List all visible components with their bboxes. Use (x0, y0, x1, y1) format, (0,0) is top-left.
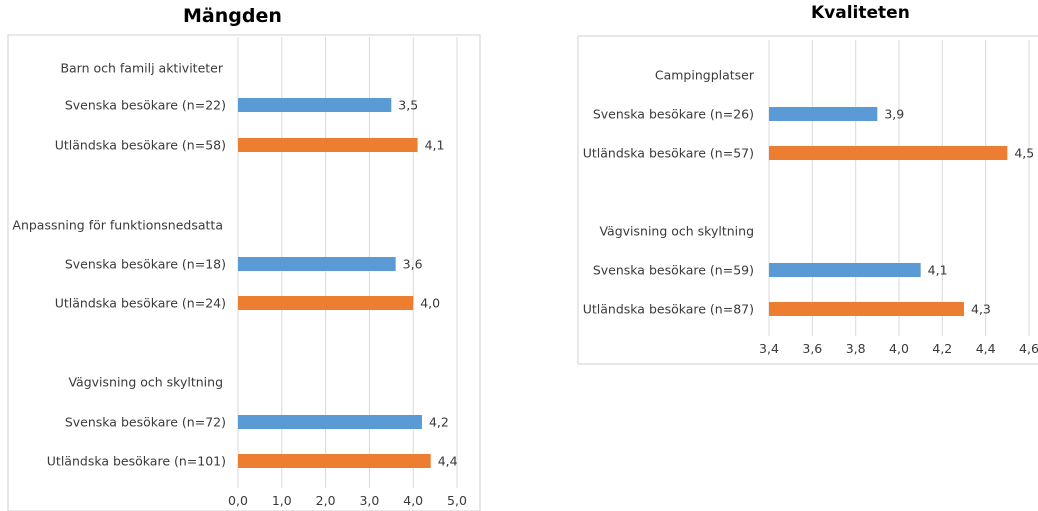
bar-label: Utländska besökare (n=87) (583, 302, 754, 317)
bar (238, 138, 418, 152)
bar (238, 296, 414, 310)
value-label: 4,4 (438, 454, 458, 469)
chart-title-mangden: Mängden (183, 5, 282, 27)
x-tick-label: 3,0 (359, 493, 379, 508)
category-label: Vägvisning och skyltning (599, 224, 754, 239)
value-label: 4,2 (429, 415, 449, 430)
bar (769, 107, 878, 121)
value-label: 4,1 (425, 138, 445, 153)
bar-label: Svenska besökare (n=22) (65, 98, 226, 113)
bar-label: Svenska besökare (n=59) (593, 263, 754, 278)
x-tick-label: 4,2 (932, 341, 952, 356)
category-label: Vägvisning och skyltning (68, 375, 223, 390)
x-tick-label: 3,8 (846, 341, 866, 356)
bar-label: Utländska besökare (n=58) (55, 138, 226, 153)
bar-label: Svenska besökare (n=72) (65, 415, 226, 430)
chart-frame (7, 34, 481, 511)
bar-label: Svenska besökare (n=18) (65, 257, 226, 272)
value-label: 4,0 (420, 296, 440, 311)
bar (238, 454, 431, 468)
value-label: 3,9 (884, 107, 904, 122)
x-tick-label: 5,0 (447, 493, 467, 508)
bar-label: Utländska besökare (n=57) (583, 146, 754, 161)
bar-label: Svenska besökare (n=26) (593, 107, 754, 122)
bar (238, 98, 392, 112)
x-tick-label: 4,0 (403, 493, 423, 508)
category-label: Anpassning för funktionsnedsatta (12, 218, 223, 233)
x-tick-label: 4,4 (976, 341, 996, 356)
value-label: 3,5 (398, 98, 418, 113)
x-tick-label: 3,4 (759, 341, 779, 356)
value-label: 3,6 (403, 257, 423, 272)
x-tick-label: 0,0 (228, 493, 248, 508)
value-label: 4,5 (1014, 146, 1034, 161)
bar (769, 302, 964, 316)
x-tick-label: 2,0 (316, 493, 336, 508)
chart-title-kvaliteten: Kvaliteten (811, 3, 910, 23)
chart-frame (577, 35, 1038, 365)
category-label: Barn och familj aktiviteter (60, 61, 223, 76)
x-tick-label: 4,6 (1019, 341, 1038, 356)
bar (769, 146, 1008, 160)
value-label: 4,1 (928, 263, 948, 278)
bar-label: Utländska besökare (n=24) (55, 296, 226, 311)
bar (769, 263, 921, 277)
x-tick-label: 4,0 (889, 341, 909, 356)
x-tick-label: 1,0 (272, 493, 292, 508)
x-tick-label: 3,6 (802, 341, 822, 356)
bar (238, 257, 396, 271)
value-label: 4,3 (971, 302, 991, 317)
bar-label: Utländska besökare (n=101) (47, 454, 226, 469)
category-label: Campingplatser (655, 68, 755, 83)
bar (238, 415, 422, 429)
